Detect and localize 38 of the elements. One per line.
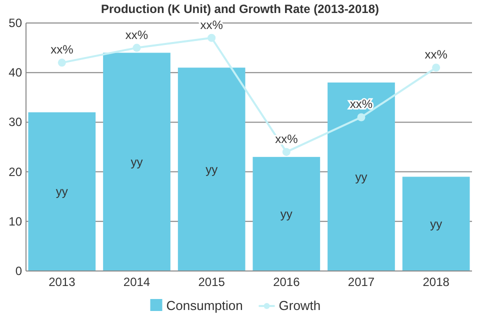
y-tick-label: 50 (8, 16, 22, 30)
data-label: xx% (275, 132, 298, 146)
data-label: xx% (350, 97, 373, 112)
bar (402, 176, 470, 271)
x-tick-label: 2018 (422, 275, 450, 289)
point (58, 58, 66, 67)
x-tick-label: 2014 (123, 275, 150, 289)
bar (103, 52, 170, 271)
data-label: yy (430, 216, 442, 231)
y-tick-label: 0 (15, 264, 22, 278)
data-label: yy (280, 206, 292, 221)
legend-label: Growth (278, 298, 321, 313)
data-label: xx% (424, 48, 448, 62)
x-tick-label: 2017 (348, 275, 375, 289)
chart-title: Production (K Unit) and Growth Rate (2013-2018) (100, 2, 380, 16)
bar (178, 68, 246, 271)
data-label: yy (130, 154, 143, 169)
data-label: yy (56, 184, 68, 199)
legend-label: Consumption (166, 298, 243, 313)
x-tick-label: 2016 (273, 275, 300, 289)
bar (252, 156, 320, 271)
point (432, 64, 440, 72)
y-tick-label: 10 (8, 214, 22, 228)
data-label: yy (206, 162, 218, 176)
x-tick-label: 2015 (198, 275, 226, 289)
x-tick-label: 2013 (48, 275, 76, 289)
point (132, 44, 141, 52)
bar (328, 82, 395, 271)
data-label: xx% (125, 28, 148, 42)
data-label: xx% (50, 42, 74, 57)
data-label: yy (355, 170, 368, 184)
y-tick-label: 20 (8, 164, 22, 179)
point (208, 34, 216, 42)
point (357, 113, 366, 122)
y-tick-label: 30 (8, 115, 22, 130)
bar (28, 112, 96, 271)
y-tick-label: 40 (8, 66, 22, 80)
point (282, 148, 290, 156)
